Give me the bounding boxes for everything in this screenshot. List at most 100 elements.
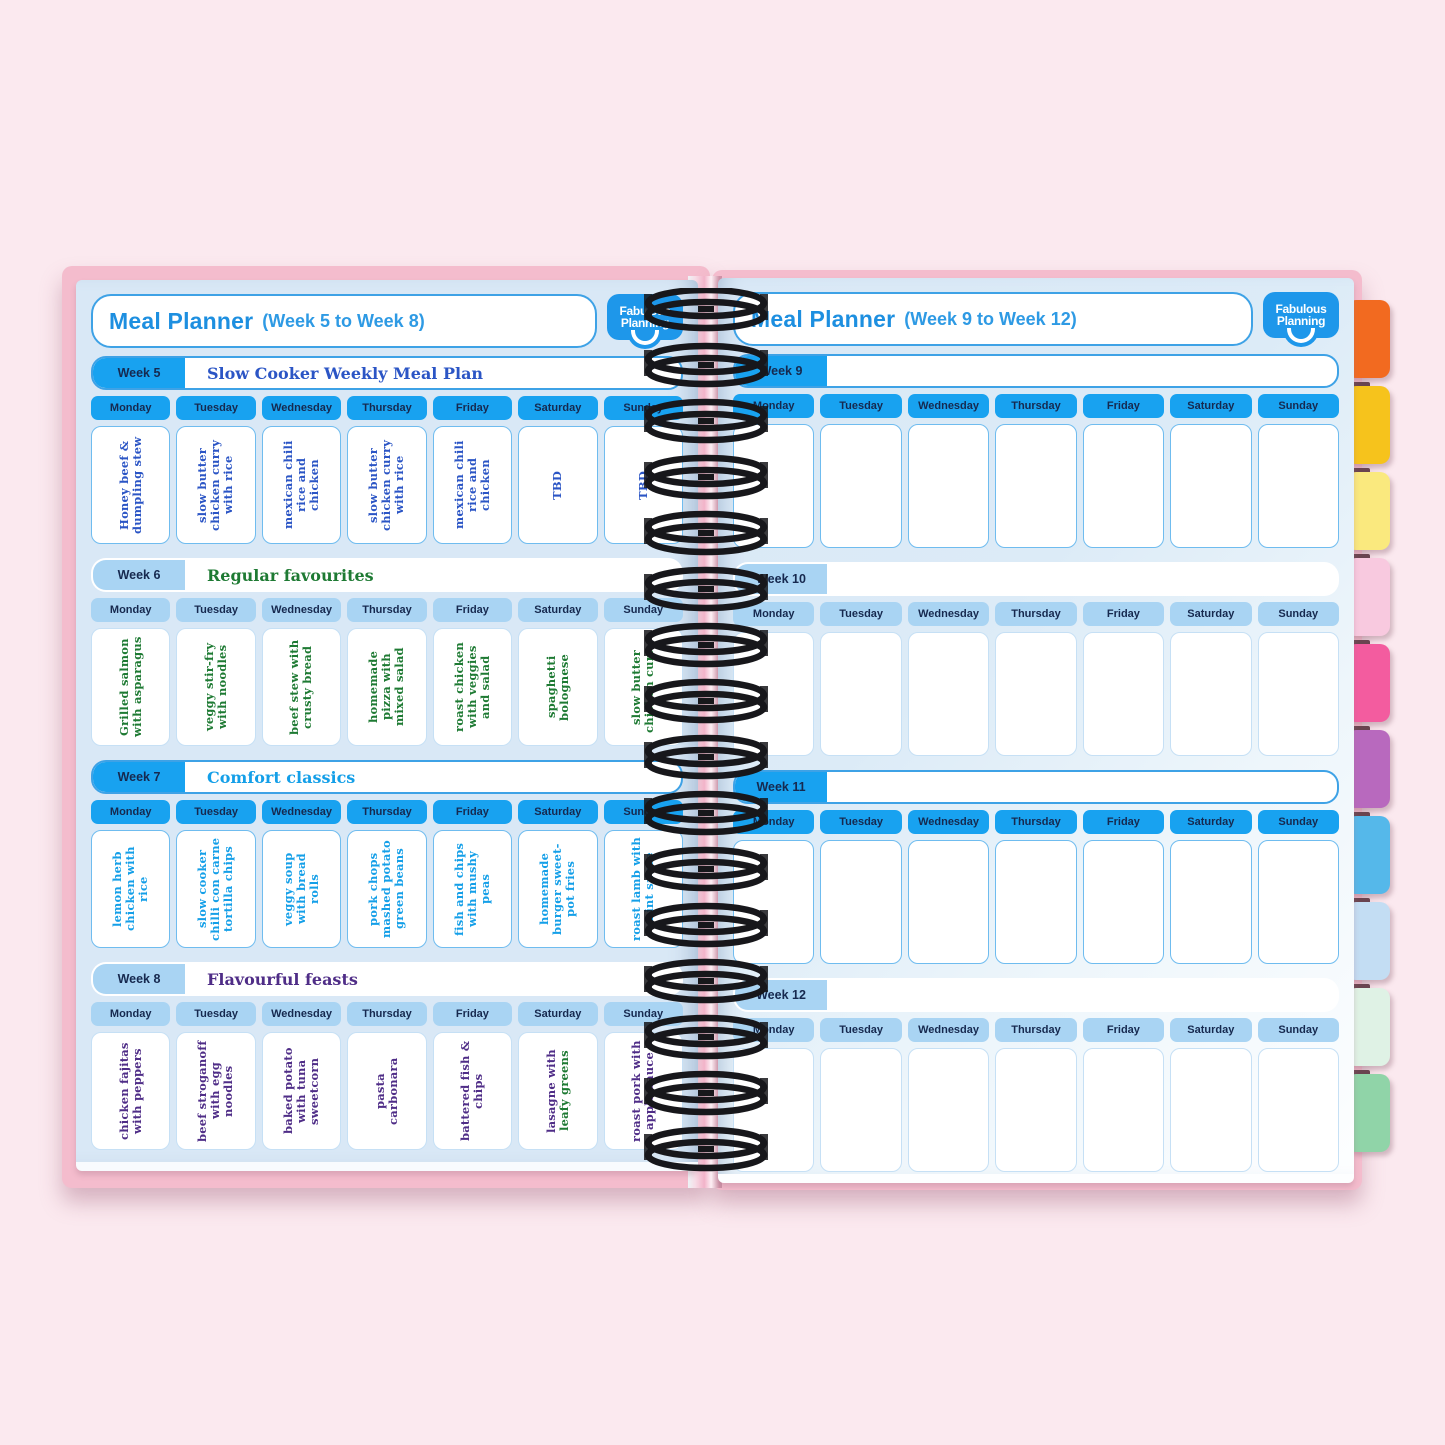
day-header-tuesday: Tuesday — [176, 1002, 256, 1026]
empty-meal-cell — [1082, 632, 1165, 756]
right-page-header: Meal Planner (Week 9 to Week 12) Fabulou… — [733, 292, 1339, 347]
empty-meal-cell — [1170, 424, 1252, 548]
page-title-range: (Week 5 to Week 8) — [262, 310, 425, 331]
day-header-thursday: Thursday — [347, 1002, 427, 1026]
day-header-monday: Monday — [91, 396, 171, 420]
meal-cell: beef stew with crusty bread — [261, 628, 342, 746]
empty-meal-cell — [995, 424, 1077, 548]
empty-meal-cell — [907, 632, 990, 756]
smile-icon — [631, 330, 659, 345]
meal-cell: Honey beef & dumpling stew — [91, 426, 171, 544]
week-label: Week 6 — [93, 560, 185, 590]
week-bar: Week 11 — [733, 770, 1339, 804]
week-subtitle: Comfort classics — [207, 767, 356, 787]
day-header-tuesday: Tuesday — [176, 598, 256, 622]
day-header-saturday: Saturday — [518, 1002, 598, 1026]
day-header-row: Monday Tuesday Wednesday Thursday Friday… — [733, 1018, 1339, 1042]
week-bar: Week 12 — [733, 978, 1339, 1012]
empty-meal-cell — [1257, 424, 1339, 548]
two-tone-meal: lasagne with leafy greens — [543, 1049, 571, 1133]
meal-cell: veggy stir-fry with noodles — [176, 628, 256, 746]
meal-cell: Grilled salmon with asparagus — [91, 628, 171, 746]
day-header-wednesday: Wednesday — [261, 1002, 342, 1026]
empty-meal-cell — [1170, 1048, 1252, 1172]
day-header-sunday: Sunday — [1257, 1018, 1339, 1042]
day-header-saturday: Saturday — [1170, 602, 1252, 626]
day-header-friday: Friday — [1082, 1018, 1165, 1042]
week-subtitle-empty — [827, 356, 1337, 386]
day-header-wednesday: Wednesday — [261, 800, 342, 824]
page-title-bar: Meal Planner (Week 5 to Week 8) — [91, 294, 597, 348]
empty-meal-cell — [1170, 840, 1252, 964]
meal-cell: beef stroganoff with egg noodles — [176, 1032, 256, 1150]
day-header-tuesday: Tuesday — [820, 810, 902, 834]
meal-cell: homemade pizza with mixed salad — [347, 628, 427, 746]
week-subtitle: Regular favourites — [207, 565, 374, 585]
meal-cell: TBD — [518, 426, 598, 544]
empty-meal-cell — [907, 424, 990, 548]
day-header-sunday: Sunday — [1257, 394, 1339, 418]
meal-cell: homemade burger sweet-pot fries — [518, 830, 598, 948]
day-header-saturday: Saturday — [1170, 394, 1252, 418]
day-header-thursday: Thursday — [347, 598, 427, 622]
empty-meal-cell — [820, 1048, 902, 1172]
week-bar: Week 10 — [733, 562, 1339, 596]
empty-meal-cell — [820, 632, 902, 756]
week-label: Week 8 — [93, 964, 185, 994]
day-header-friday: Friday — [1082, 394, 1165, 418]
empty-meal-cell — [1257, 632, 1339, 756]
week-6-section: Week 6 Regular favourites Monday Tuesday… — [91, 558, 683, 746]
left-page: Meal Planner (Week 5 to Week 8) Fabulous… — [76, 280, 698, 1171]
empty-meal-cell — [995, 1048, 1077, 1172]
week-bar: Week 5 Slow Cooker Weekly Meal Plan — [91, 356, 683, 390]
meal-cell: mexican chili rice and chicken — [261, 426, 342, 544]
week-subtitle-empty — [827, 772, 1337, 802]
day-header-row: Monday Tuesday Wednesday Thursday Friday… — [91, 396, 683, 420]
day-header-tuesday: Tuesday — [176, 396, 256, 420]
week-subtitle-empty — [827, 564, 1337, 594]
empty-meal-cell — [820, 424, 902, 548]
week-subtitle: Slow Cooker Weekly Meal Plan — [207, 363, 484, 383]
meal-cell: lemon herb chicken with rice — [91, 830, 171, 948]
day-header-row: Monday Tuesday Wednesday Thursday Friday… — [91, 1002, 683, 1026]
day-header-saturday: Saturday — [518, 396, 598, 420]
meal-cell: slow butter chicken curry with rice — [176, 426, 256, 544]
empty-meal-cell — [907, 1048, 990, 1172]
day-header-sunday: Sunday — [1257, 810, 1339, 834]
day-header-thursday: Thursday — [995, 1018, 1077, 1042]
meal-row: Grilled salmon with asparagus veggy stir… — [91, 628, 683, 746]
meal-cell: roast chicken with veggies and salad — [432, 628, 513, 746]
meal-row: chicken fajitas with peppers beef stroga… — [91, 1032, 683, 1150]
day-header-friday: Friday — [432, 598, 513, 622]
week-5-section: Week 5 Slow Cooker Weekly Meal Plan Mond… — [91, 356, 683, 544]
day-header-wednesday: Wednesday — [907, 394, 990, 418]
week-11-section: Week 11 Monday Tuesday Wednesday Thursda… — [733, 770, 1339, 964]
meal-row: Honey beef & dumpling stew slow butter c… — [91, 426, 683, 544]
meal-cell: pork chops mashed potato green beans — [347, 830, 427, 948]
day-header-row: Monday Tuesday Wednesday Thursday Friday… — [733, 602, 1339, 626]
day-header-saturday: Saturday — [518, 598, 598, 622]
week-label: Week 11 — [735, 772, 827, 802]
week-label: Week 10 — [735, 564, 827, 594]
meal-cell: slow cooker chilli con carne tortilla ch… — [176, 830, 256, 948]
day-header-monday: Monday — [91, 1002, 171, 1026]
day-header-friday: Friday — [432, 1002, 513, 1026]
day-header-saturday: Saturday — [1170, 1018, 1252, 1042]
page-title-bar: Meal Planner (Week 9 to Week 12) — [733, 292, 1253, 346]
day-header-tuesday: Tuesday — [820, 394, 902, 418]
day-header-sunday: Sunday — [1257, 602, 1339, 626]
day-header-thursday: Thursday — [347, 800, 427, 824]
empty-meal-cell — [1257, 840, 1339, 964]
week-bar: Week 9 — [733, 354, 1339, 388]
week-7-section: Week 7 Comfort classics Monday Tuesday W… — [91, 760, 683, 948]
meal-row — [733, 1048, 1339, 1172]
meal-row — [733, 632, 1339, 756]
day-header-wednesday: Wednesday — [261, 396, 342, 420]
day-header-row: Monday Tuesday Wednesday Thursday Friday… — [733, 394, 1339, 418]
week-8-section: Week 8 Flavourful feasts Monday Tuesday … — [91, 962, 683, 1150]
day-header-row: Monday Tuesday Wednesday Thursday Friday… — [733, 810, 1339, 834]
day-header-thursday: Thursday — [347, 396, 427, 420]
week-9-section: Week 9 Monday Tuesday Wednesday Thursday… — [733, 354, 1339, 548]
meal-cell: spaghetti bolognese — [518, 628, 598, 746]
